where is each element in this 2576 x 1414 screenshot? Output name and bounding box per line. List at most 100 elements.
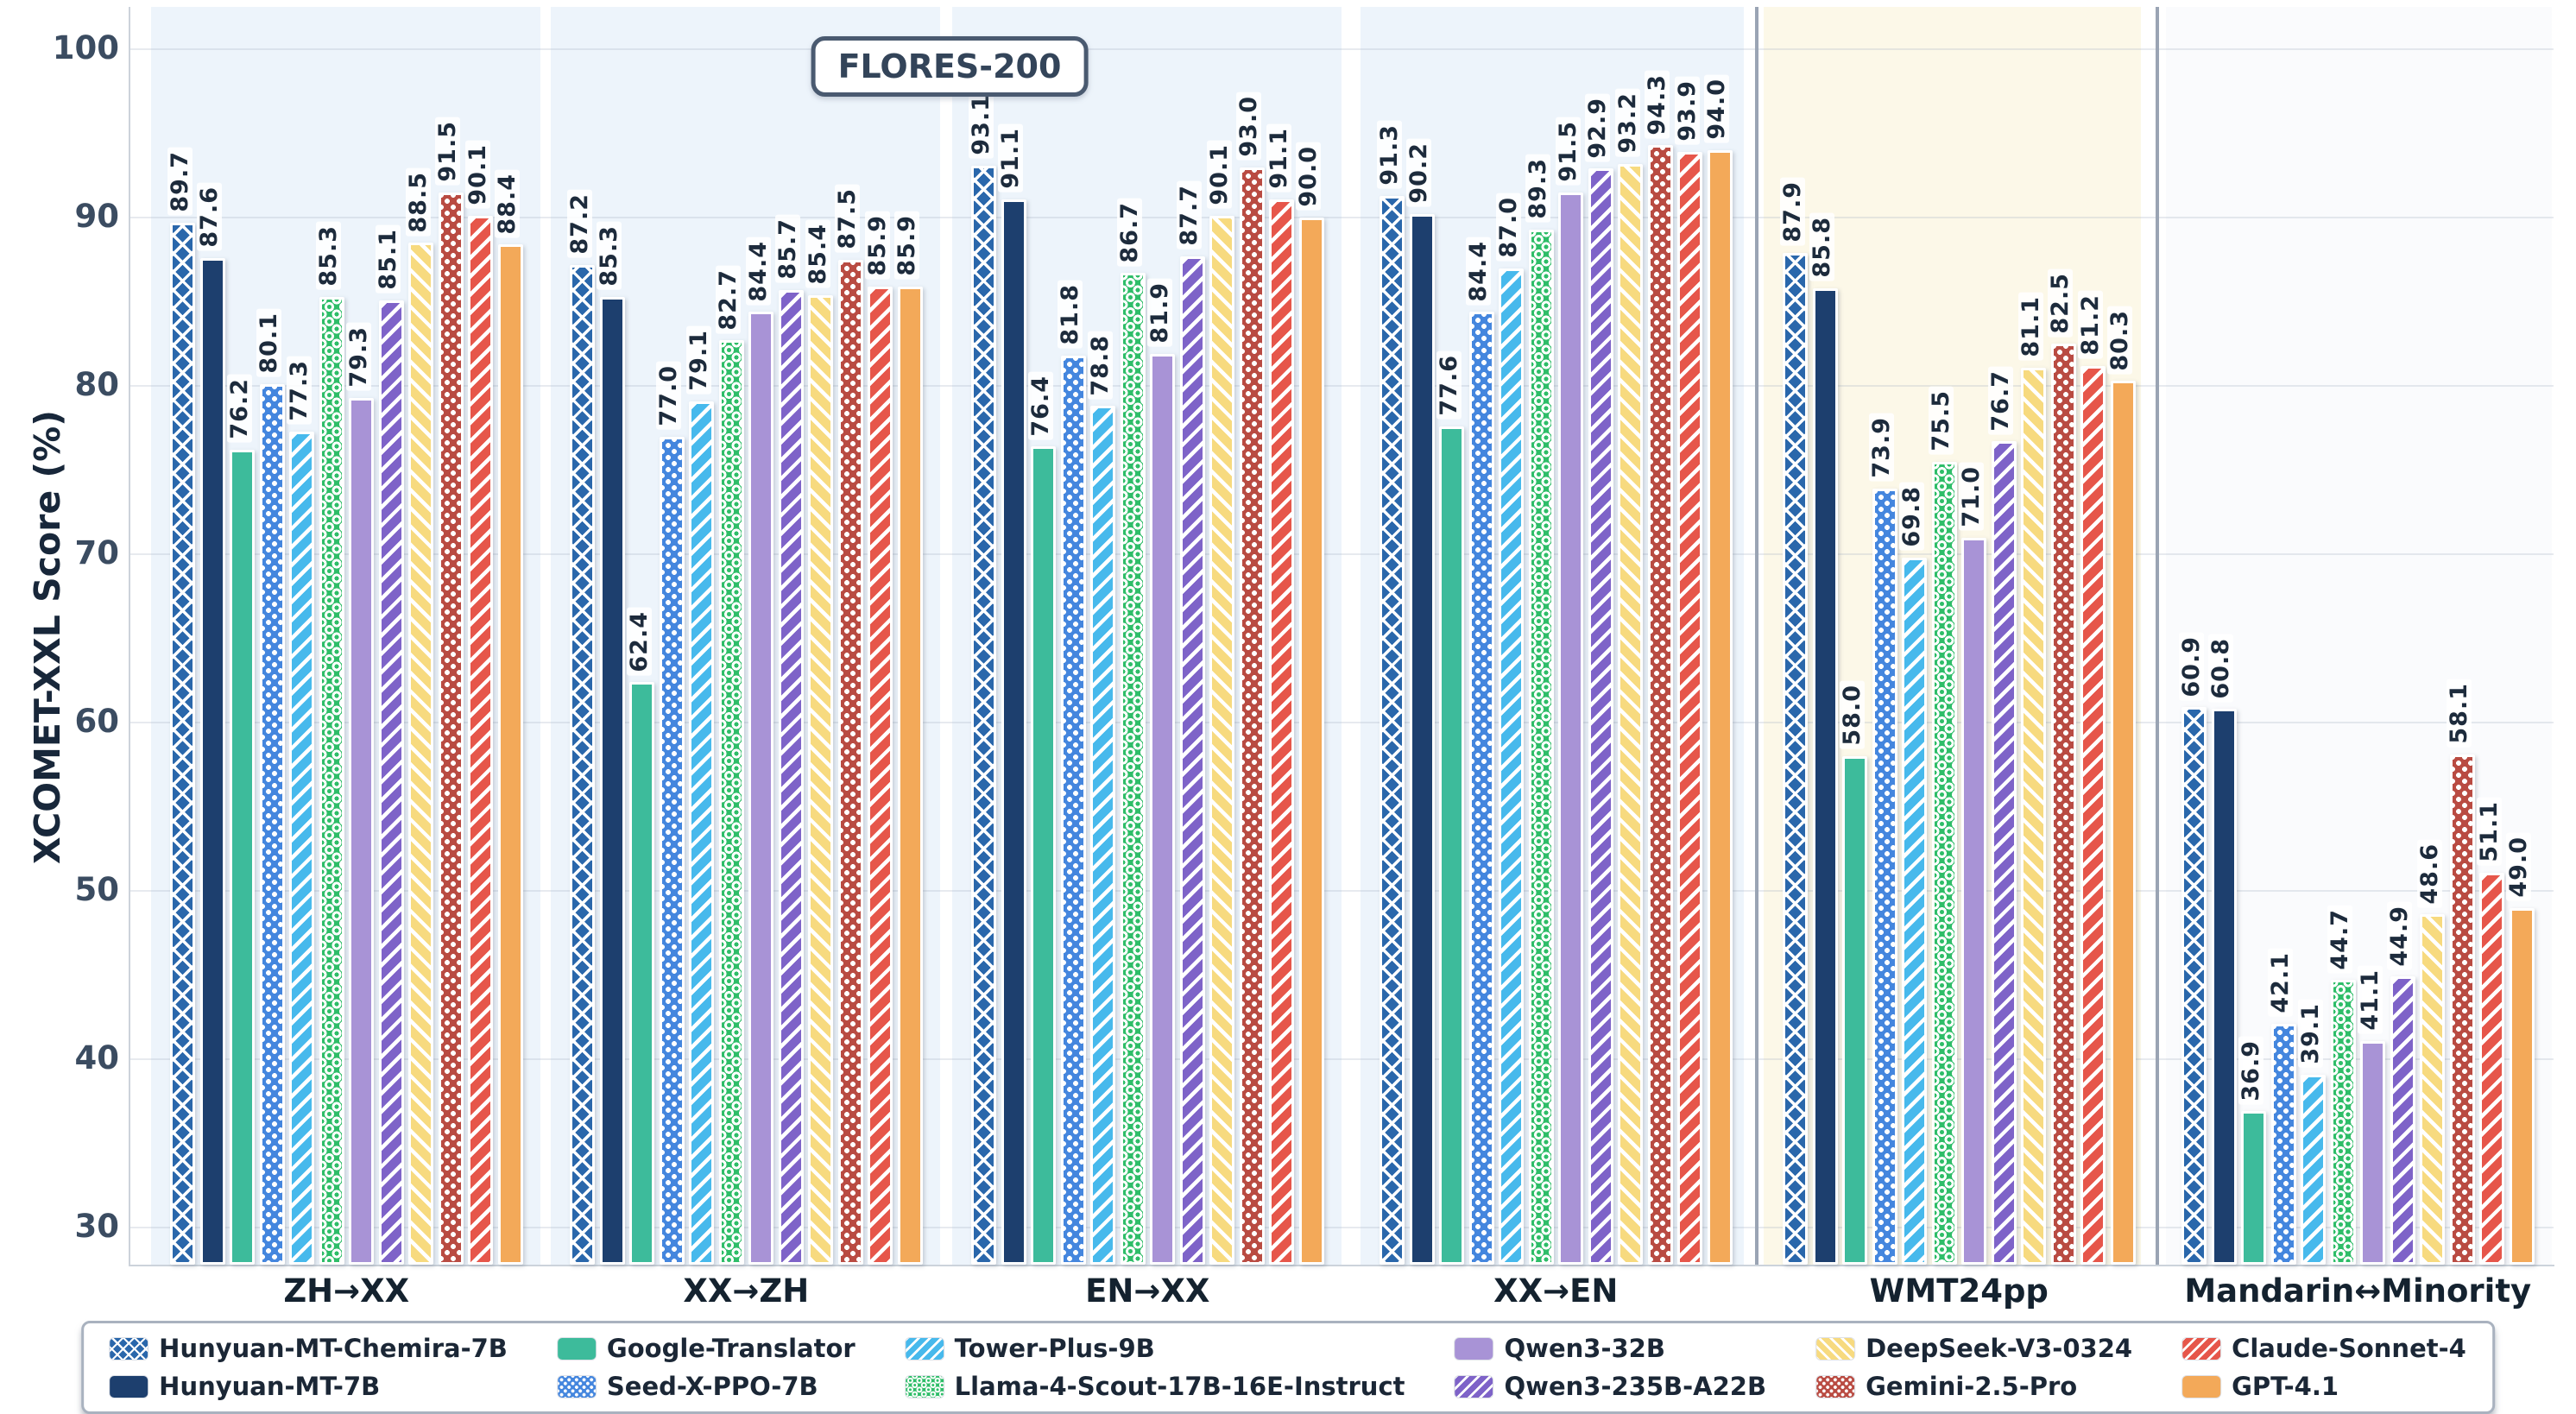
bar-value-label: 80.3 [2106,306,2133,375]
bar-value-label: 60.9 [2178,632,2205,701]
bar-Qwen3-235B-A22B-ZH→XX [378,300,404,1265]
bar-Tower-Plus-9B-XX→EN [1499,268,1524,1265]
legend-item-Qwen3-235B-A22B: Qwen3-235B-A22B [1455,1372,1766,1401]
bar-Hunyuan-MT-Chemira-7B-EN→XX [971,165,996,1265]
bar-Claude-Sonnet-4-WMT24pp [2080,365,2106,1265]
bar-Qwen3-32B-XX→EN [1558,192,1583,1265]
bar-Tower-Plus-9B-WMT24pp [1902,557,1927,1265]
legend-item-label: Qwen3-32B [1504,1334,1665,1363]
bar-value-label: 91.5 [1555,117,1582,186]
bar-value-label: 42.1 [2267,949,2294,1018]
bar-value-label: 76.4 [1027,371,1054,440]
bar-value-label: 87.2 [566,189,593,258]
bar-Llama-4-Scout-17B-16E-Instruct-WMT24pp [1931,461,1957,1265]
bar-Gemini-2.5-Pro-WMT24pp [2050,344,2076,1265]
legend-item-label: Gemini-2.5-Pro [1866,1372,2078,1401]
bar-Qwen3-235B-A22B-Mandarin↔Minority [2390,976,2415,1265]
bar-value-label: 76.7 [1987,366,2014,435]
legend-swatch-icon [1816,1337,1855,1360]
bar-Tower-Plus-9B-ZH→XX [289,431,314,1265]
legend-swatch-icon [557,1375,596,1398]
bar-value-label: 84.4 [745,237,772,306]
bar-GPT-4.1-Mandarin↔Minority [2509,907,2535,1265]
bar-value-label: 79.3 [345,323,372,391]
bar-Google-Translator-ZH→XX [230,450,255,1265]
x-axis-label: XX→ZH [683,1272,810,1310]
legend-item-label: Hunyuan-MT-7B [159,1372,381,1401]
bar-value-label: 82.5 [2047,268,2074,338]
legend-item-Google-Translator: Google-Translator [557,1334,856,1363]
legend-item-label: Hunyuan-MT-Chemira-7B [159,1334,508,1363]
section-divider-1 [2156,7,2159,1265]
gridline-90 [129,217,2554,218]
x-axis-label: WMT24pp [1869,1272,2049,1310]
legend-swatch-icon [2182,1375,2221,1398]
bar-value-label: 62.4 [626,607,653,676]
legend-item-label: DeepSeek-V3-0324 [1866,1334,2133,1363]
legend-item-Seed-X-PPO-7B: Seed-X-PPO-7B [557,1372,856,1401]
bar-value-label: 71.0 [1958,462,1985,531]
bar-value-label: 94.0 [1703,75,1730,143]
bar-DeepSeek-V3-0324-ZH→XX [408,243,433,1265]
legend-item-Qwen3-32B: Qwen3-32B [1455,1334,1767,1363]
bar-value-label: 79.1 [685,325,712,395]
bar-Hunyuan-MT-7B-EN→XX [1001,199,1026,1265]
bar-value-label: 81.2 [2077,290,2104,359]
bar-Qwen3-235B-A22B-EN→XX [1179,256,1205,1265]
bar-Claude-Sonnet-4-XX→ZH [868,286,893,1265]
bar-Hunyuan-MT-7B-Mandarin↔Minority [2211,709,2237,1265]
legend-item-GPT-4.1: GPT-4.1 [2182,1372,2466,1401]
bar-value-label: 90.1 [1206,141,1233,210]
bar-Qwen3-32B-XX→ZH [748,312,773,1265]
bar-Hunyuan-MT-Chemira-7B-WMT24pp [1783,252,1808,1265]
legend-item-label: Tower-Plus-9B [954,1334,1155,1363]
legend-swatch-icon [557,1337,596,1360]
bar-value-label: 44.9 [2386,901,2413,970]
bar-GPT-4.1-XX→ZH [897,286,923,1265]
bar-value-label: 80.1 [256,309,282,378]
legend-swatch-icon [905,1375,944,1398]
bar-value-label: 93.1 [968,90,994,159]
bar-Tower-Plus-9B-Mandarin↔Minority [2301,1074,2326,1265]
bar-value-label: 91.1 [1266,123,1292,193]
bar-Qwen3-235B-A22B-XX→EN [1588,168,1613,1265]
bar-Seed-X-PPO-7B-WMT24pp [1872,488,1897,1265]
bar-value-label: 94.3 [1644,70,1670,139]
y-tick-label: 90 [74,198,120,235]
y-tick-label: 50 [74,871,120,908]
y-axis-line [129,7,130,1266]
bar-Llama-4-Scout-17B-16E-Instruct-EN→XX [1120,273,1146,1265]
bar-value-label: 36.9 [2238,1036,2264,1105]
legend: Hunyuan-MT-Chemira-7B Hunyuan-MT-7B Google… [81,1321,2495,1414]
bar-value-label: 87.5 [834,185,861,253]
legend-item-Tower-Plus-9B: Tower-Plus-9B [905,1334,1405,1363]
bar-DeepSeek-V3-0324-EN→XX [1209,216,1234,1265]
bar-value-label: 41.1 [2357,965,2383,1034]
bar-DeepSeek-V3-0324-XX→EN [1618,163,1643,1265]
bar-value-label: 85.3 [315,222,342,290]
bar-value-label: 77.0 [655,361,682,430]
bar-value-label: 91.3 [1376,121,1403,189]
bar-value-label: 81.1 [2017,292,2044,361]
bar-Claude-Sonnet-4-ZH→XX [468,216,493,1265]
bar-value-label: 91.5 [434,117,461,186]
dataset-badge: FLORES-200 [811,36,1089,97]
legend-swatch-icon [1816,1375,1855,1398]
bar-value-label: 87.0 [1495,193,1522,262]
legend-item-DeepSeek-V3-0324: DeepSeek-V3-0324 [1816,1334,2132,1363]
bar-Hunyuan-MT-Chemira-7B-Mandarin↔Minority [2181,707,2207,1265]
bar-value-label: 39.1 [2297,999,2324,1068]
bar-Hunyuan-MT-7B-WMT24pp [1812,287,1838,1265]
y-axis-title: XCOMET-XXL Score (%) [27,410,68,864]
legend-item-label: GPT-4.1 [2232,1372,2339,1401]
bar-DeepSeek-V3-0324-XX→ZH [808,294,833,1265]
bar-Qwen3-32B-EN→XX [1150,353,1175,1265]
legend-swatch-icon [110,1337,148,1360]
bar-value-label: 77.3 [286,357,313,425]
bar-value-label: 73.9 [1868,413,1895,482]
bar-Gemini-2.5-Pro-XX→EN [1647,145,1673,1265]
bar-value-label: 48.6 [2416,839,2443,908]
bar-Hunyuan-MT-Chemira-7B-ZH→XX [170,222,195,1265]
bar-Seed-X-PPO-7B-EN→XX [1060,355,1086,1265]
